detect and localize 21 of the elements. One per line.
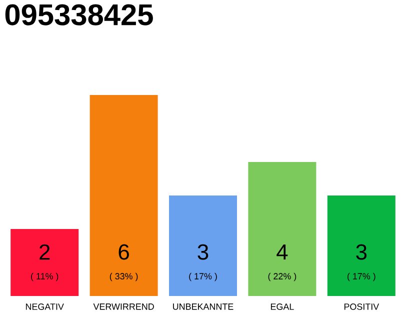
bar (169, 196, 238, 296)
data-label: 3 (356, 244, 367, 260)
bar (90, 95, 158, 296)
annotation: ( 22% ) (268, 272, 296, 282)
chart-title: 095338425 (5, 4, 153, 26)
x-tick-label: UNBEKANNTE (173, 304, 234, 310)
data-label: 2 (40, 244, 50, 260)
annotation: ( 17% ) (348, 272, 376, 282)
data-label: 6 (118, 244, 129, 260)
x-tick-label: POSITIV (344, 304, 380, 310)
x-tick-label: EGAL (270, 304, 294, 310)
x-tick-label: NEGATIV (26, 304, 64, 310)
annotation: ( 17% ) (189, 272, 217, 282)
annotation: ( 11% ) (31, 272, 58, 282)
bar (327, 196, 396, 296)
x-tick-label: VERWIRREND (93, 304, 154, 310)
bar (10, 229, 79, 296)
data-label: 3 (198, 244, 208, 260)
data-label: 4 (276, 244, 288, 260)
bar (248, 162, 316, 296)
annotation: ( 33% ) (110, 272, 138, 282)
